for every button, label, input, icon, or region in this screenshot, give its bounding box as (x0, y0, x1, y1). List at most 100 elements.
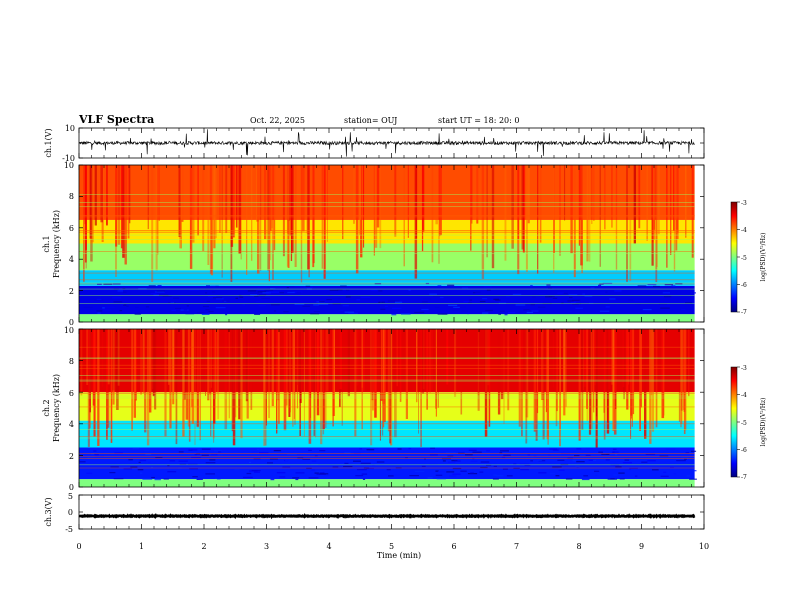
spectrogram-band (79, 447, 695, 480)
ch2-cb-tick-7: -7 (741, 474, 747, 481)
spectrogram-speckle (142, 478, 153, 480)
spectrogram-streak (192, 165, 195, 243)
ch2-cb-tick-5: -5 (741, 420, 747, 427)
spectrogram-streak (93, 329, 96, 437)
spectrogram-speckle (279, 476, 286, 478)
spectrogram-speckle (140, 472, 143, 474)
spectrogram-speckle (273, 450, 282, 452)
spectrogram-speckle (575, 465, 580, 467)
spectrogram-speckle (345, 296, 351, 298)
ch2-freq-tick-10: 10 (64, 326, 74, 335)
spectrogram-speckle (353, 452, 361, 454)
spectrogram-speckle (486, 464, 492, 466)
spectrogram-speckle (423, 298, 432, 300)
spectrogram-speckle (250, 294, 258, 296)
spectrogram-speckle (162, 458, 170, 460)
spectrogram-streak (316, 329, 320, 416)
spectrogram-speckle (96, 310, 103, 312)
spectrogram-streak (278, 329, 280, 424)
spectrogram-speckle (452, 467, 462, 470)
spectrogram-speckle (537, 459, 542, 461)
spectrogram-speckle (599, 310, 610, 312)
spectrogram-speckle (429, 463, 438, 465)
time-tick-10: 10 (699, 542, 709, 551)
spectrogram-streak (477, 329, 480, 411)
spectrogram-speckle (167, 465, 170, 467)
spectrogram-speckle (222, 300, 230, 302)
spectrogram-speckle (191, 456, 201, 458)
spectrogram-speckle (641, 461, 648, 463)
spectrogram-streak (439, 165, 441, 237)
spectrogram-speckle (94, 454, 99, 456)
spectrogram-streak (106, 329, 108, 440)
spectrogram-speckle (264, 289, 274, 291)
spectrogram-speckle (319, 472, 325, 474)
spectrogram-speckle (134, 313, 141, 315)
spectrogram-speckle (499, 452, 503, 454)
spectrogram-streak (151, 165, 154, 282)
spectrogram-streak (573, 165, 576, 278)
spectrogram-speckle (408, 447, 412, 450)
ch1-cb-tick-3: -3 (741, 200, 747, 207)
spectrogram-streak (308, 165, 310, 278)
figure-title: VLF Spectra (78, 113, 154, 126)
spectrogram-speckle (360, 296, 371, 298)
spectrogram-speckle (250, 292, 260, 294)
spectrogram-streak (581, 329, 584, 430)
spectrogram-speckle (356, 299, 361, 301)
spectrogram-streak (289, 165, 292, 236)
spectrogram-speckle (565, 478, 573, 480)
ch1-spectrogram-ylabel-freq: Frequency (kHz) (52, 210, 61, 278)
spectrogram-speckle (503, 454, 511, 456)
spectrogram-streak (438, 165, 440, 264)
spectrogram-speckle (615, 466, 622, 468)
spectrogram-speckle (311, 469, 315, 471)
spectrogram-speckle (376, 461, 385, 463)
spectrogram-band (79, 165, 695, 220)
spectrogram-speckle (97, 283, 102, 285)
spectrogram-speckle (202, 305, 209, 308)
spectrogram-speckle (206, 300, 210, 302)
spectrogram-speckle (295, 478, 299, 481)
spectrogram-speckle (575, 307, 583, 309)
spectrogram-streak (273, 165, 276, 251)
ch1-ytick-top: 10 (65, 124, 75, 133)
spectrogram-streak (181, 165, 184, 222)
spectrogram-streak (416, 329, 418, 403)
spectrogram-streak (651, 329, 655, 432)
spectrogram-streak (267, 165, 269, 271)
spectrogram-speckle (506, 475, 513, 477)
spectrogram-streak (251, 165, 253, 261)
spectrogram-streak (504, 165, 507, 261)
spectrogram-streak (83, 165, 85, 282)
spectrogram-streak (264, 165, 267, 240)
spectrogram-speckle (670, 466, 674, 469)
spectrogram-speckle (212, 297, 223, 299)
spectrogram-streak (525, 165, 528, 272)
spectrogram-speckle (605, 291, 608, 293)
spectrogram-speckle (254, 471, 260, 473)
spectrogram-streak (197, 165, 199, 236)
spectrogram-speckle (83, 306, 93, 308)
spectrogram-speckle (122, 288, 126, 290)
spectrogram-streak (322, 329, 325, 430)
ch1-cb-tick-6: -6 (741, 282, 747, 289)
spectrogram-streak (117, 165, 121, 245)
spectrogram-streak (207, 165, 210, 265)
spectrogram-speckle (216, 298, 224, 300)
spectrogram-streak (389, 329, 391, 444)
spectrogram-speckle (512, 293, 522, 295)
spectrogram-speckle (395, 301, 403, 303)
spectrogram-speckle (513, 463, 517, 465)
spectrogram-streak (372, 329, 374, 411)
spectrogram-streak (263, 329, 266, 392)
spectrogram-streak (87, 329, 90, 447)
spectrogram-streak (611, 165, 613, 228)
spectrogram-speckle (685, 302, 692, 304)
spectrogram-speckle (384, 305, 388, 307)
spectrogram-speckle (549, 473, 556, 475)
spectrogram-speckle (600, 292, 606, 294)
spectrogram-streak (107, 329, 110, 385)
spectrogram-speckle (673, 473, 677, 475)
spectrogram-speckle (602, 282, 613, 284)
